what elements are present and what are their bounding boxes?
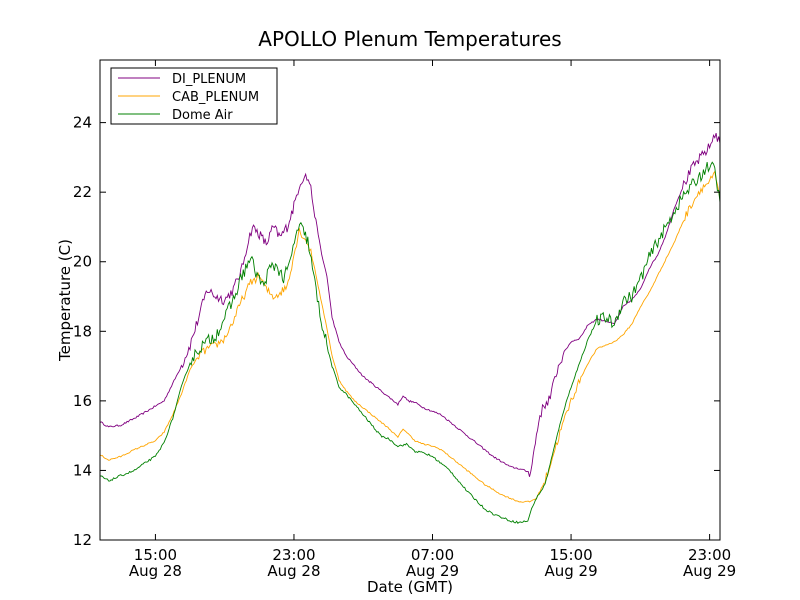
y-axis-label: Temperature (C)	[56, 239, 74, 362]
x-tick-label-time: 15:00	[134, 546, 177, 564]
x-tick-label-time: 23:00	[688, 546, 731, 564]
series-layer	[100, 132, 720, 524]
legend-entry-label: CAB_PLENUM	[172, 90, 259, 105]
x-tick-label-date: Aug 29	[406, 562, 459, 580]
y-tick-label: 16	[73, 392, 92, 410]
y-tick-label: 20	[73, 253, 92, 271]
legend-entry-label: Dome Air	[172, 108, 233, 123]
series-line-dome-air	[100, 161, 720, 524]
x-tick-label-date: Aug 28	[129, 562, 182, 580]
chart-title: APOLLO Plenum Temperatures	[258, 27, 561, 51]
legend: DI_PLENUM CAB_PLENUM Dome Air	[110, 67, 278, 125]
x-tick-label-date: Aug 29	[683, 562, 736, 580]
x-tick-label-time: 23:00	[272, 546, 315, 564]
y-tick-label: 24	[73, 114, 92, 132]
y-tick-label: 12	[73, 531, 92, 549]
y-tick-label: 18	[73, 322, 92, 340]
plot-frame	[99, 59, 721, 541]
x-tick-label-date: Aug 29	[544, 562, 597, 580]
y-tick-label: 14	[73, 461, 92, 479]
x-tick-label-date: Aug 28	[267, 562, 320, 580]
x-tick-label-time: 15:00	[549, 546, 592, 564]
y-tick-label: 22	[73, 183, 92, 201]
series-line-cab-plenum	[100, 170, 720, 503]
x-tick-label-time: 07:00	[411, 546, 454, 564]
series-line-di-plenum	[100, 132, 720, 477]
legend-entry-label: DI_PLENUM	[172, 72, 246, 87]
plot-background	[100, 60, 720, 540]
x-axis-label: Date (GMT)	[367, 578, 453, 596]
